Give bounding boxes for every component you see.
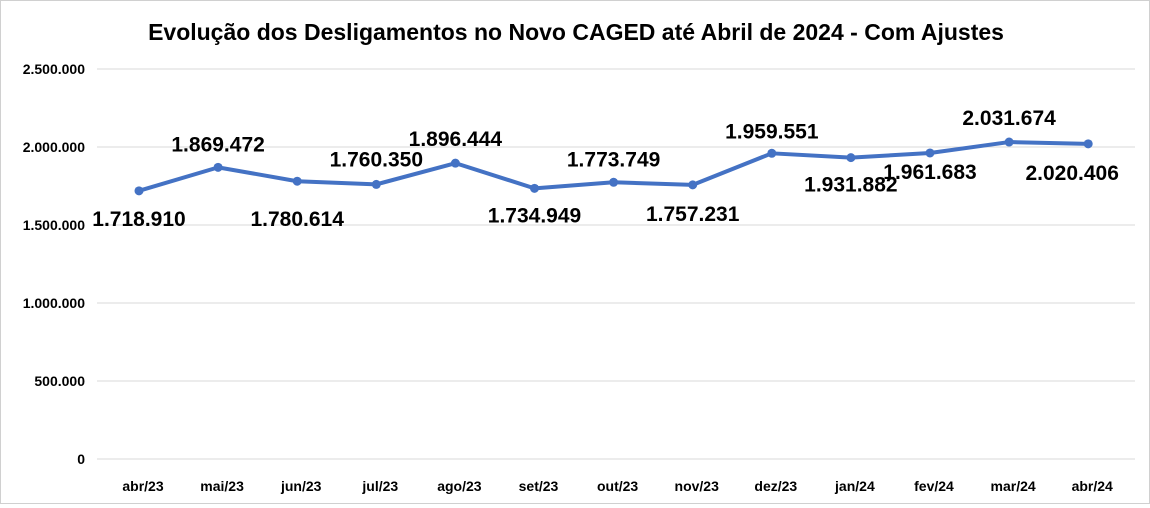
data-label: 2.020.406: [1025, 162, 1118, 185]
data-label: 1.869.472: [171, 133, 264, 156]
data-label: 1.734.949: [488, 204, 581, 227]
data-point: [1083, 139, 1093, 149]
data-point: [530, 183, 539, 193]
x-tick-label: out/23: [597, 478, 638, 494]
chart-title: Evolução dos Desligamentos no Novo CAGED…: [148, 19, 1004, 45]
data-point: [609, 177, 619, 187]
x-tick-label: nov/23: [675, 478, 720, 494]
x-tick-label: dez/23: [754, 478, 797, 494]
data-point: [1004, 137, 1014, 147]
data-point: [450, 158, 460, 168]
data-label: 1.780.614: [250, 208, 344, 231]
data-point: [925, 148, 935, 158]
y-tick-label: 0: [77, 451, 85, 467]
data-label: 1.931.882: [804, 174, 897, 197]
x-tick-label: jan/24: [834, 478, 875, 494]
x-tick-label: mai/23: [200, 478, 244, 494]
x-tick-label: jun/23: [280, 478, 322, 494]
data-label: 1.718.910: [92, 208, 185, 231]
data-point: [371, 179, 381, 189]
data-label: 1.757.231: [646, 203, 740, 226]
data-label: 1.959.551: [725, 120, 819, 143]
data-point: [292, 176, 302, 186]
data-label: 1.896.444: [409, 128, 503, 151]
x-tick-label: mar/24: [991, 478, 1036, 494]
x-tick-label: jul/23: [361, 478, 398, 494]
x-tick-label: set/23: [519, 478, 559, 494]
data-label: 1.961.683: [883, 161, 976, 184]
x-tick-label: ago/23: [437, 478, 482, 494]
y-tick-label: 2.500.000: [23, 61, 85, 77]
data-label: 1.773.749: [567, 148, 660, 171]
data-point: [134, 186, 144, 196]
data-point: [846, 153, 856, 163]
data-label: 2.031.674: [962, 107, 1056, 130]
y-tick-label: 1.000.000: [23, 295, 85, 311]
y-tick-label: 1.500.000: [23, 217, 85, 233]
data-label: 1.760.350: [330, 148, 423, 171]
x-tick-label: abr/23: [122, 478, 163, 494]
y-tick-label: 500.000: [34, 373, 85, 389]
x-tick-label: abr/24: [1072, 478, 1113, 494]
data-point: [688, 180, 698, 190]
data-point: [213, 162, 223, 172]
data-point: [767, 148, 777, 158]
x-tick-label: fev/24: [914, 478, 954, 494]
y-tick-label: 2.000.000: [23, 139, 85, 155]
